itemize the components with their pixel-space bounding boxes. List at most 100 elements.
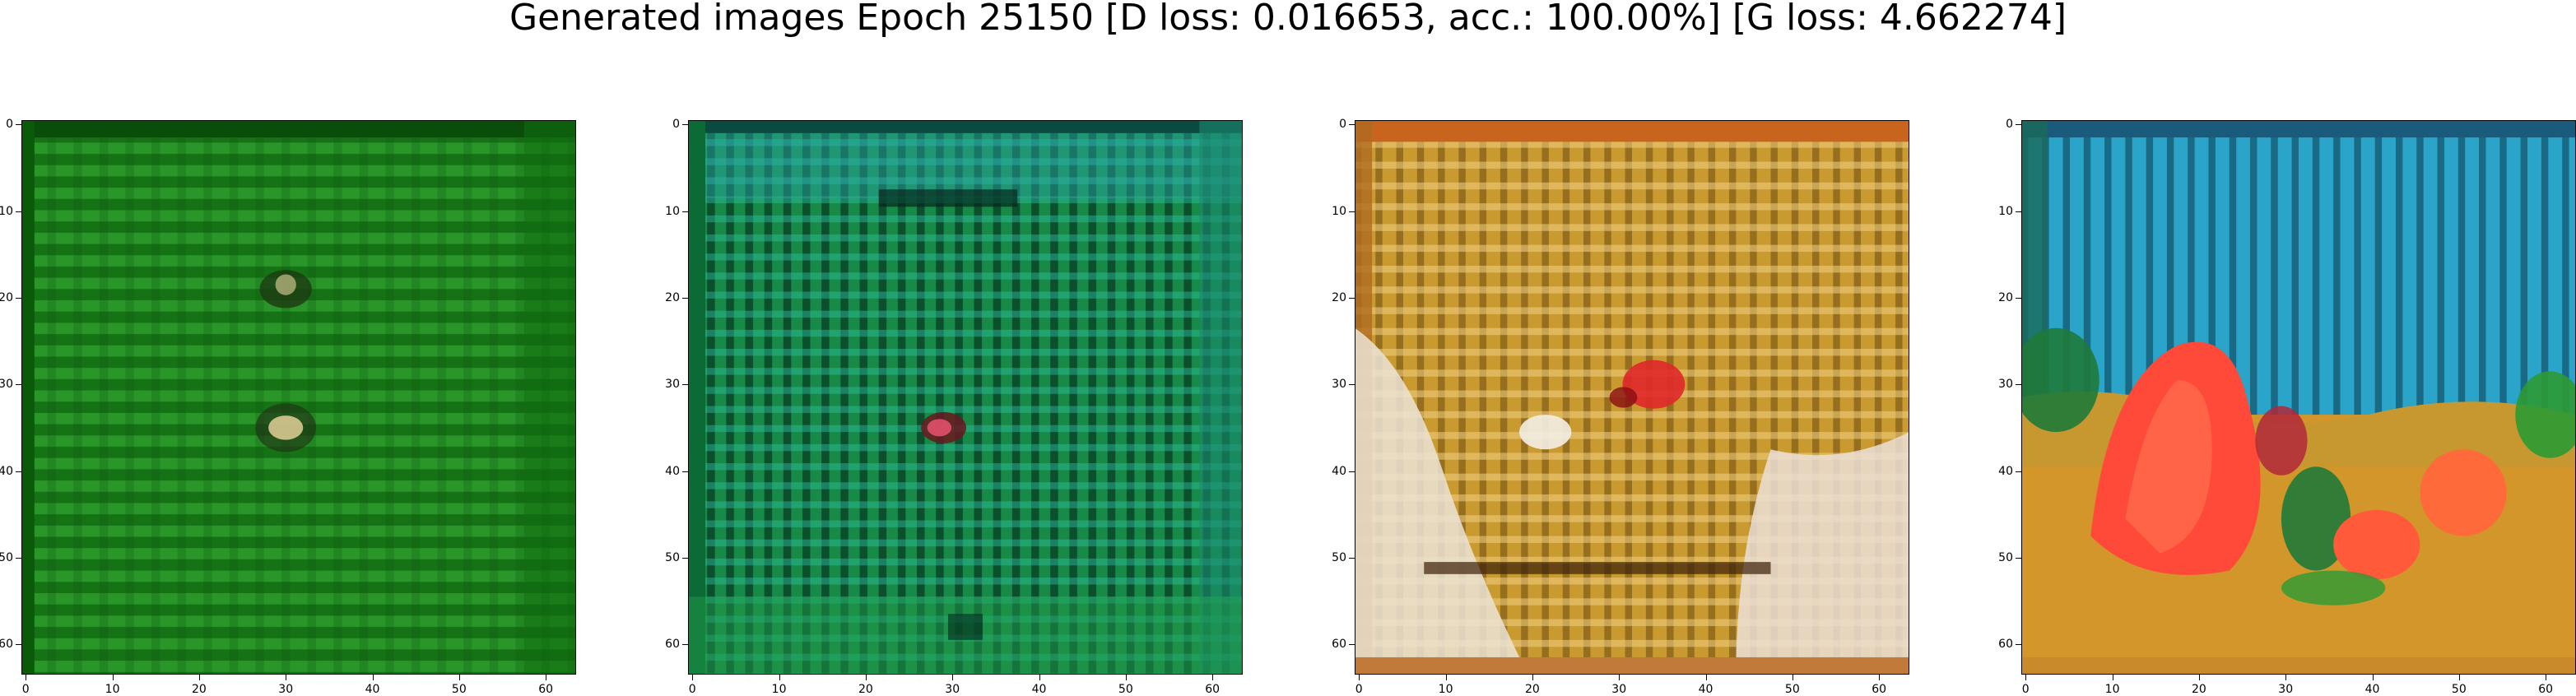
y-tick-mark — [682, 471, 688, 472]
y-tick-label: 50 — [1998, 550, 2013, 564]
x-tick-mark — [865, 675, 867, 680]
y-tick-mark — [2016, 557, 2021, 559]
y-tick-label: 40 — [1998, 464, 2013, 478]
y-tick-mark — [2016, 211, 2021, 212]
y-tick-mark — [2016, 644, 2021, 646]
y-tick-mark — [1349, 384, 1355, 386]
x-tick-label: 20 — [2191, 683, 2206, 696]
x-tick-label: 10 — [771, 683, 787, 696]
x-tick-mark — [1445, 675, 1447, 680]
x-tick-mark — [458, 675, 460, 680]
y-tick-mark — [16, 211, 21, 212]
x-tick-mark — [779, 675, 780, 680]
x-tick-mark — [952, 675, 954, 680]
x-tick-label: 50 — [2451, 683, 2467, 696]
x-tick-label: 60 — [538, 683, 554, 696]
generated-image-4 — [2021, 120, 2576, 675]
x-tick-label: 0 — [1355, 683, 1363, 696]
y-tick-label: 40 — [665, 464, 680, 478]
y-tick-label: 60 — [0, 638, 13, 652]
x-tick-label: 20 — [1524, 683, 1540, 696]
y-tick-mark — [682, 124, 688, 126]
y-tick-mark — [2016, 124, 2021, 126]
x-tick-mark — [1619, 675, 1620, 680]
x-tick-label: 30 — [2278, 683, 2294, 696]
y-tick-mark — [1349, 644, 1355, 646]
y-tick-mark — [682, 211, 688, 212]
y-tick-mark — [682, 557, 688, 559]
x-tick-mark — [1879, 675, 1881, 680]
x-tick-label: 20 — [191, 683, 207, 696]
y-tick-label: 20 — [1998, 290, 2013, 304]
y-tick-label: 0 — [2006, 118, 2013, 132]
generated-image-panel-3: 0 10 20 30 40 50 60 0 10 20 30 40 50 60 — [1332, 118, 1909, 696]
y-tick-mark — [682, 644, 688, 646]
x-tick-mark — [2372, 675, 2374, 680]
generated-image-1 — [21, 120, 576, 675]
x-tick-mark — [1039, 675, 1040, 680]
y-tick-label: 20 — [0, 290, 13, 304]
figure-title: Generated images Epoch 25150 [D loss: 0.… — [509, 0, 2067, 39]
y-tick-mark — [1349, 211, 1355, 212]
y-tick-label: 10 — [1332, 204, 1346, 218]
y-tick-label: 30 — [665, 378, 680, 392]
y-tick-label: 10 — [665, 204, 680, 218]
x-tick-mark — [1212, 675, 1214, 680]
y-tick-mark — [2016, 471, 2021, 472]
y-tick-mark — [16, 297, 21, 299]
y-tick-label: 0 — [6, 118, 13, 132]
x-tick-label: 10 — [1438, 683, 1453, 696]
y-tick-label: 40 — [0, 464, 13, 478]
x-tick-label: 60 — [2538, 683, 2554, 696]
x-tick-label: 50 — [451, 683, 467, 696]
x-tick-mark — [1359, 675, 1360, 680]
x-tick-label: 30 — [1611, 683, 1627, 696]
x-tick-label: 60 — [1872, 683, 1887, 696]
x-tick-mark — [372, 675, 374, 680]
x-tick-mark — [198, 675, 200, 680]
x-tick-mark — [2025, 675, 2027, 680]
x-tick-label: 40 — [2364, 683, 2380, 696]
x-tick-mark — [1532, 675, 1533, 680]
x-tick-label: 30 — [278, 683, 294, 696]
x-tick-label: 50 — [1784, 683, 1800, 696]
x-tick-mark — [2198, 675, 2200, 680]
x-tick-label: 10 — [2104, 683, 2120, 696]
y-tick-label: 30 — [0, 378, 13, 392]
generated-image-panel-1: 0 10 20 30 40 50 60 0 10 20 30 40 50 60 — [0, 118, 576, 696]
generated-image-panel-4: 0 10 20 30 40 50 60 0 10 20 30 40 50 60 — [1998, 118, 2576, 696]
x-tick-mark — [2285, 675, 2287, 680]
y-tick-mark — [16, 471, 21, 472]
x-tick-mark — [692, 675, 694, 680]
y-tick-label: 30 — [1332, 378, 1346, 392]
y-tick-mark — [2016, 384, 2021, 386]
y-tick-mark — [16, 644, 21, 646]
x-tick-label: 40 — [365, 683, 380, 696]
y-tick-label: 20 — [665, 290, 680, 304]
x-tick-label: 10 — [105, 683, 120, 696]
y-tick-label: 0 — [672, 118, 680, 132]
y-tick-label: 40 — [1332, 464, 1346, 478]
y-tick-label: 60 — [1332, 638, 1346, 652]
y-tick-label: 30 — [1998, 378, 2013, 392]
y-tick-mark — [682, 384, 688, 386]
x-tick-mark — [1125, 675, 1127, 680]
generated-image-2 — [688, 120, 1243, 675]
y-tick-mark — [16, 384, 21, 386]
x-tick-label: 0 — [2021, 683, 2030, 696]
generated-image-panel-2: 0 10 20 30 40 50 60 0 10 20 30 40 50 60 — [665, 118, 1243, 696]
y-tick-label: 20 — [1332, 290, 1346, 304]
y-tick-mark — [682, 297, 688, 299]
y-tick-mark — [16, 557, 21, 559]
y-tick-mark — [1349, 471, 1355, 472]
y-tick-mark — [1349, 557, 1355, 559]
x-tick-label: 50 — [1118, 683, 1133, 696]
y-tick-label: 50 — [665, 550, 680, 564]
y-tick-label: 50 — [0, 550, 13, 564]
y-tick-label: 60 — [1998, 638, 2013, 652]
y-tick-label: 60 — [665, 638, 680, 652]
y-tick-mark — [1349, 124, 1355, 126]
x-tick-label: 30 — [945, 683, 960, 696]
y-tick-label: 10 — [0, 204, 13, 218]
x-tick-label: 40 — [1031, 683, 1047, 696]
